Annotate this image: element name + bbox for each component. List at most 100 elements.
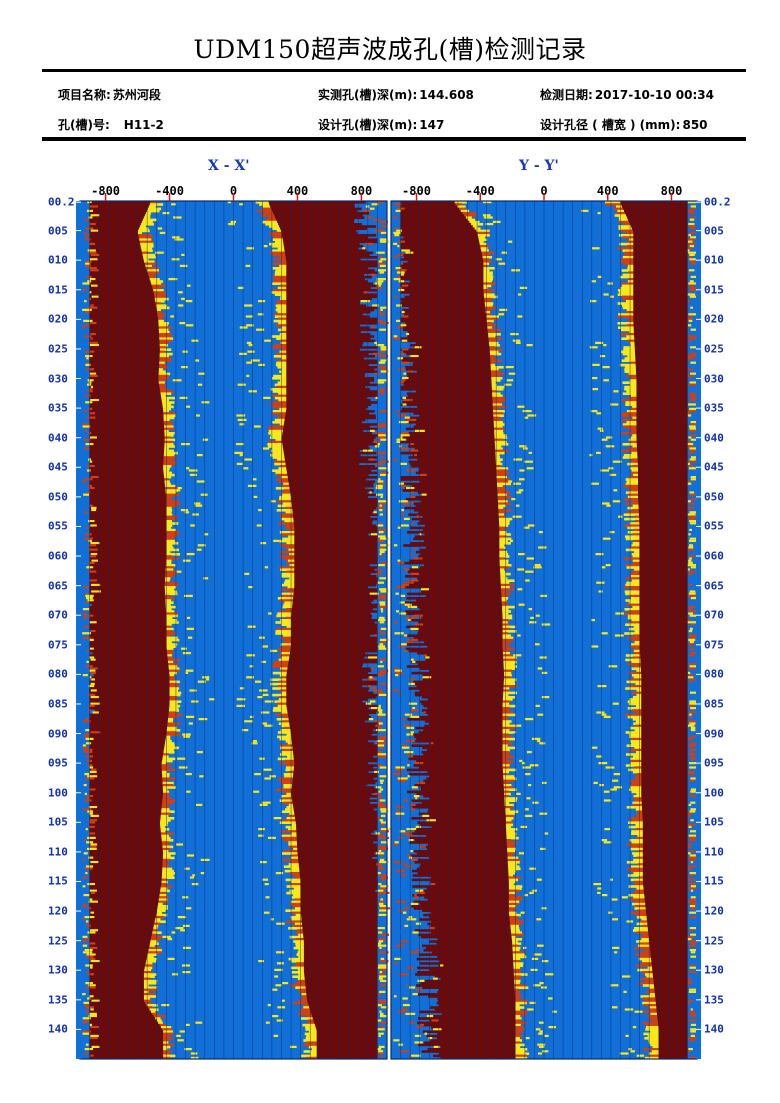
left-wall-echo [89, 577, 166, 580]
echo-speckle [368, 718, 374, 721]
right-wall-fringe [300, 1010, 311, 1014]
echo-speckle [689, 447, 699, 450]
right-wall-echo [286, 392, 378, 395]
left-wall-fringe [469, 220, 480, 224]
right-wall-fringe [289, 577, 295, 580]
echo-speckle [597, 275, 602, 278]
left-wall-echo [429, 916, 510, 919]
echo-speckle [612, 946, 620, 949]
left-wall-echo [89, 1028, 163, 1031]
left-wall-fringe [167, 654, 173, 657]
right-wall-fringe [281, 326, 287, 329]
right-wall-fringe [290, 916, 302, 919]
echo-speckle [483, 216, 493, 219]
left-wall-fringe [169, 696, 178, 699]
echo-speckle [161, 1004, 170, 1007]
right-wall-echo [639, 581, 688, 585]
echo-speckle [258, 363, 265, 366]
echo-speckle [689, 929, 694, 932]
right-wall-echo [286, 262, 378, 266]
echo-speckle [379, 621, 385, 624]
right-wall-fringe [294, 922, 302, 926]
left-wall-fringe [502, 636, 514, 640]
right-wall-fringe [276, 352, 287, 356]
right-wall-echo [290, 491, 368, 494]
left-wall-echo [411, 660, 504, 664]
echo-speckle [521, 762, 526, 765]
left-wall-echo [400, 319, 487, 323]
left-wall-fringe [499, 524, 509, 527]
left-wall-echo [89, 344, 160, 347]
left-wall-echo [89, 216, 144, 219]
echo-speckle [178, 291, 183, 294]
echo-speckle [403, 634, 408, 637]
right-wall-fringe [292, 1001, 308, 1005]
echo-speckle [413, 614, 423, 617]
left-wall-echo [89, 1017, 156, 1020]
echo-speckle [378, 616, 385, 619]
echo-speckle [403, 724, 412, 727]
echo-speckle [171, 203, 177, 206]
right-wall-fringe [632, 852, 643, 855]
echo-speckle [401, 1008, 408, 1011]
echo-speckle [416, 949, 421, 952]
echo-speckle [88, 216, 93, 219]
right-wall-echo [286, 335, 375, 338]
right-wall-fringe [302, 997, 307, 1000]
right-wall-fringe [642, 924, 648, 928]
right-wall-echo [288, 482, 374, 486]
right-wall-fringe [628, 627, 640, 631]
right-wall-fringe [279, 264, 287, 268]
left-wall-echo [423, 949, 513, 952]
left-wall-fringe [506, 830, 515, 833]
echo-speckle [88, 306, 98, 309]
right-wall-fringe [279, 799, 293, 802]
left-wall-echo [89, 995, 144, 998]
left-wall-echo [404, 506, 499, 510]
echo-speckle [592, 388, 599, 391]
left-wall-fringe [147, 955, 154, 959]
depth-label-right: 125 [704, 934, 724, 948]
left-wall-echo [427, 1048, 516, 1051]
echo-speckle [375, 201, 384, 204]
right-wall-fringe [275, 487, 290, 490]
left-wall-echo [89, 1054, 164, 1058]
right-wall-fringe [292, 975, 305, 978]
right-wall-echo [636, 377, 688, 380]
left-wall-fringe [143, 258, 149, 261]
echo-speckle [690, 361, 701, 364]
echo-speckle [689, 654, 695, 657]
echo-speckle [687, 724, 695, 727]
right-wall-echo [633, 302, 688, 305]
right-wall-fringe [628, 238, 634, 241]
right-wall-echo [294, 539, 378, 543]
echo-speckle [689, 911, 697, 914]
left-wall-echo [410, 542, 500, 545]
left-wall-echo [415, 973, 514, 976]
echo-speckle [379, 779, 384, 782]
right-wall-echo [302, 927, 378, 930]
right-wall-echo [292, 777, 374, 780]
left-wall-fringe [502, 726, 516, 730]
right-wall-fringe [630, 869, 643, 873]
right-wall-fringe [633, 625, 640, 629]
left-wall-fringe [499, 531, 507, 534]
echo-speckle [91, 678, 95, 681]
left-wall-echo [89, 839, 162, 842]
echo-speckle [528, 451, 532, 454]
echo-speckle [688, 834, 697, 837]
right-wall-echo [291, 795, 378, 798]
left-wall-fringe [163, 460, 177, 464]
left-wall-fringe [495, 451, 505, 455]
right-wall-echo [294, 568, 375, 571]
echo-speckle [610, 295, 614, 298]
right-wall-fringe [280, 513, 293, 516]
right-wall-echo [653, 979, 688, 983]
left-wall-fringe [515, 1041, 521, 1044]
left-wall-echo [415, 726, 503, 730]
left-wall-echo [89, 876, 162, 879]
right-wall-echo [286, 702, 366, 706]
left-wall-fringe [496, 471, 509, 475]
right-wall-echo [296, 830, 374, 833]
left-wall-fringe [162, 775, 170, 778]
